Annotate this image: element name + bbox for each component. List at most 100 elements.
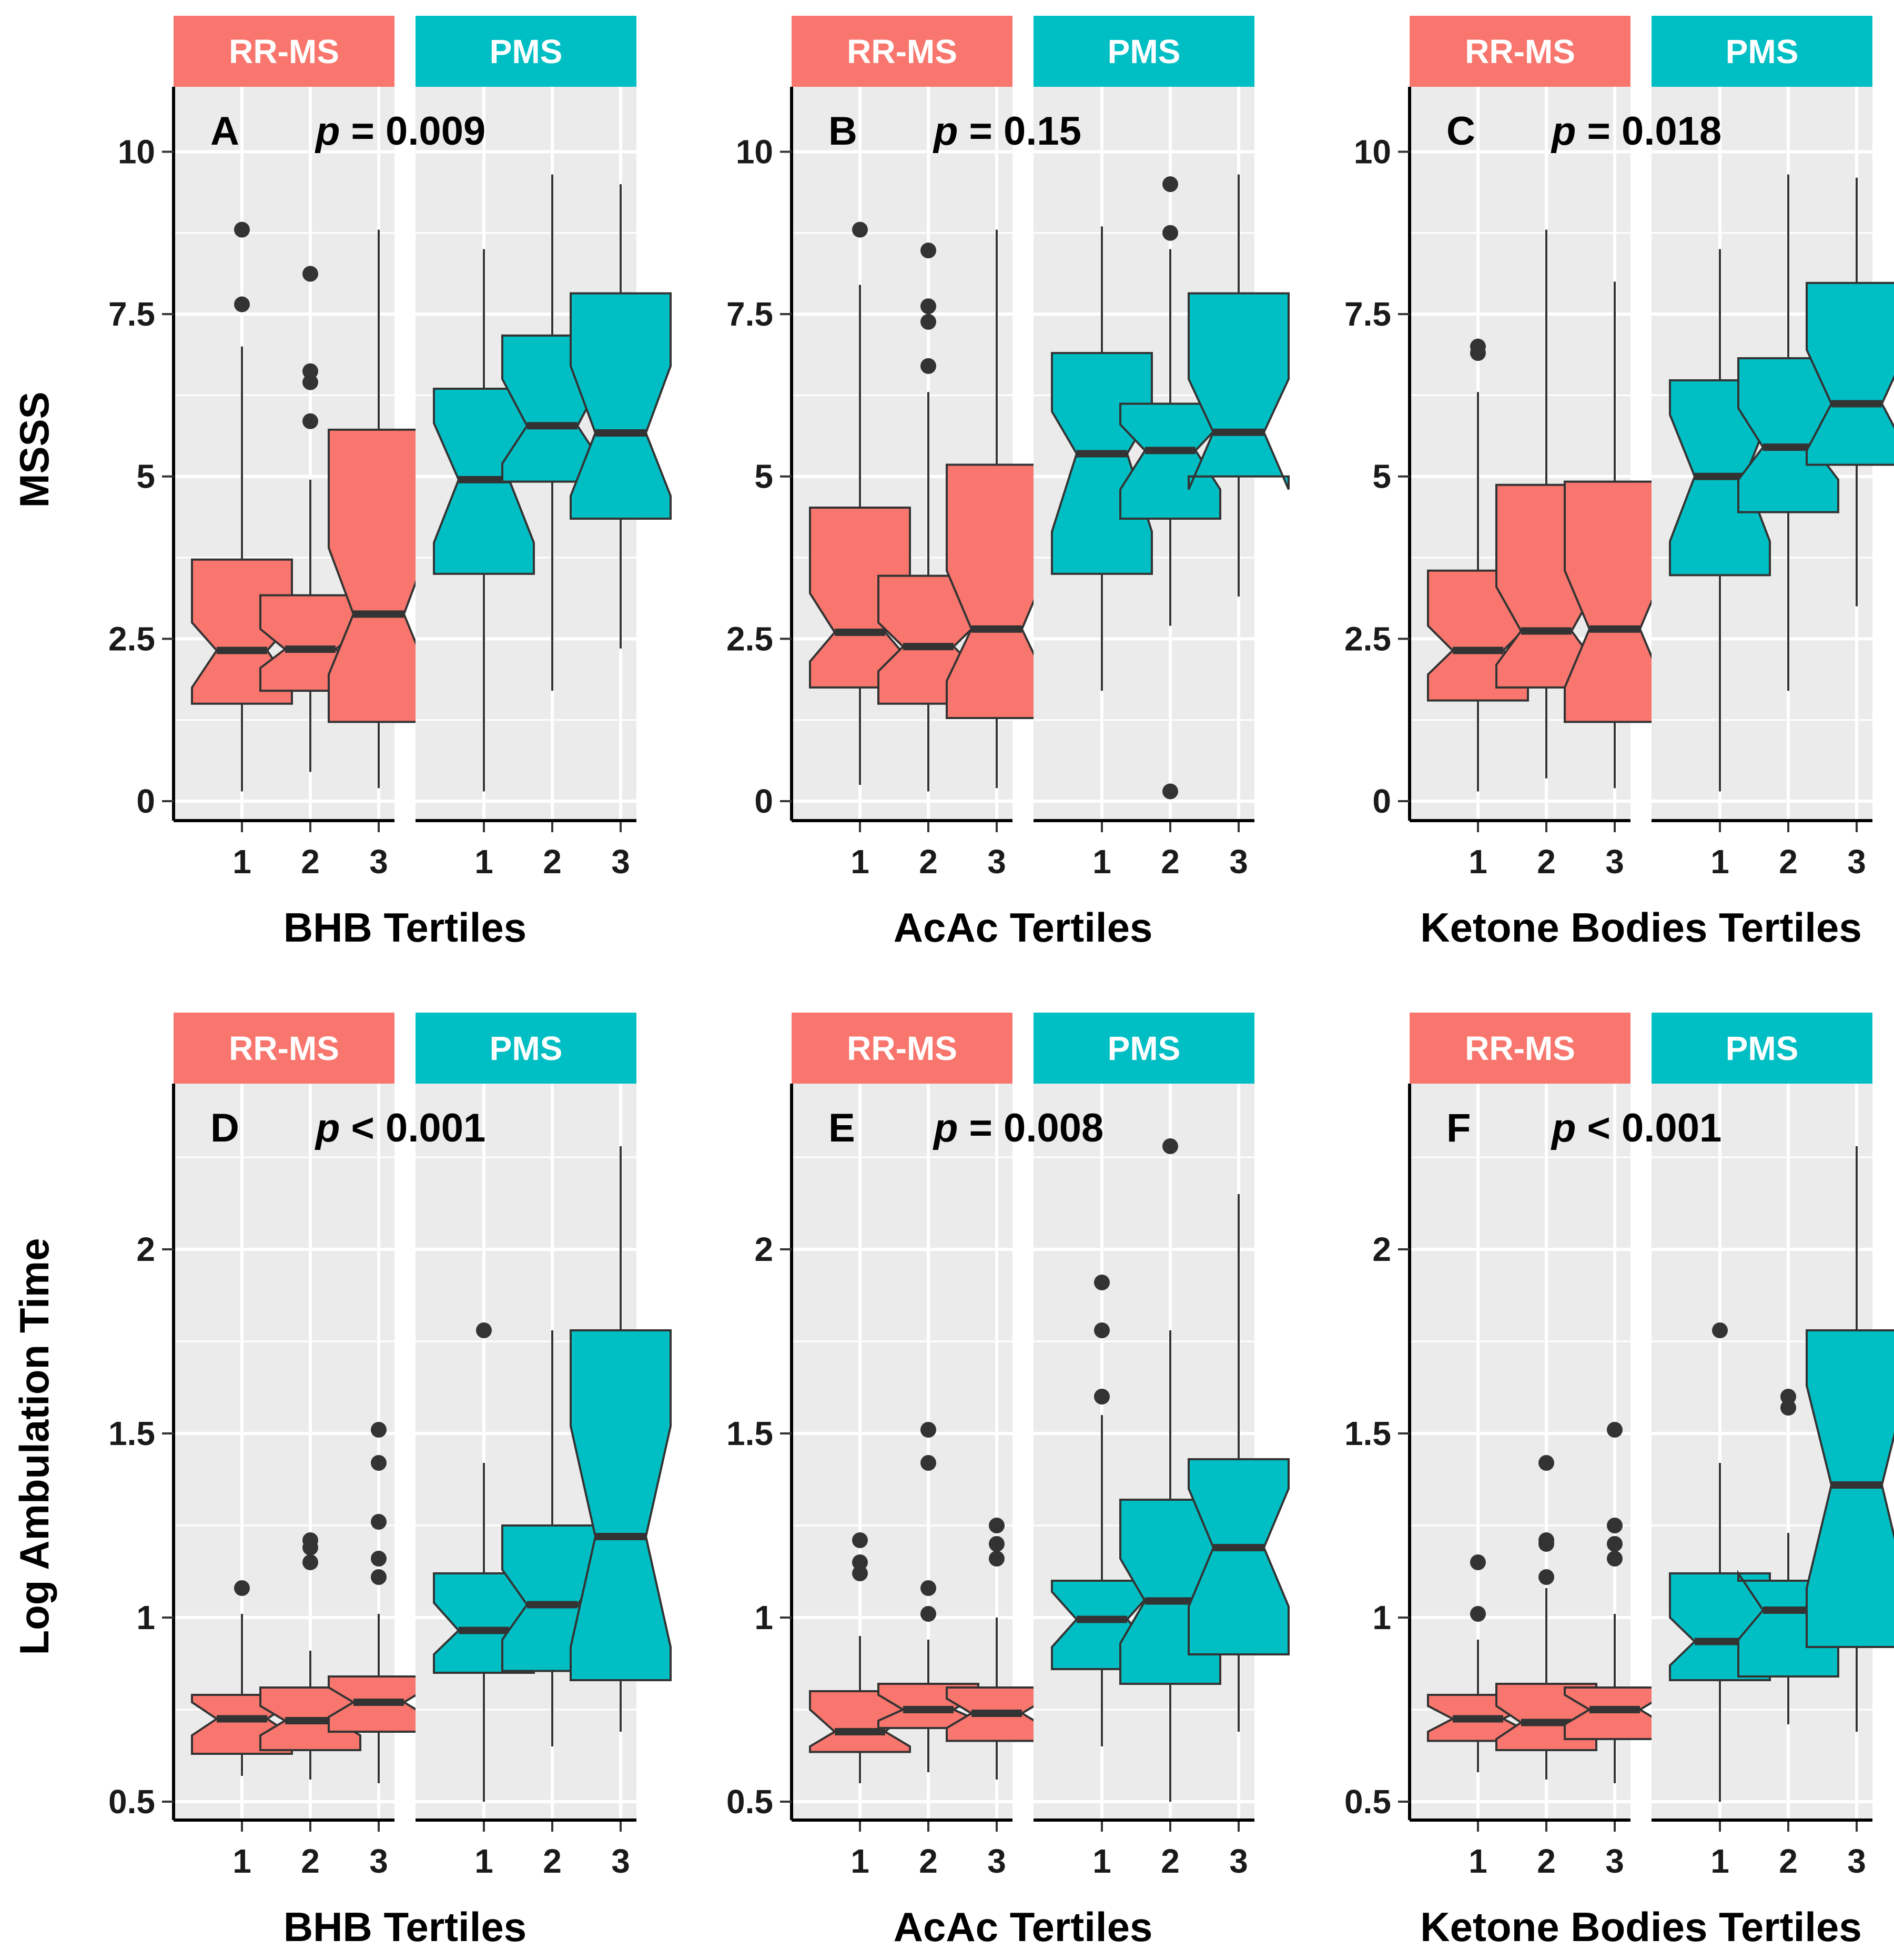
box-pms-3 — [1806, 177, 1894, 607]
outlier-point — [920, 314, 936, 330]
panel-letter: F — [1446, 1106, 1471, 1150]
outlier-point — [302, 374, 318, 390]
strip-label-rr-ms: RR-MS — [1465, 33, 1575, 70]
outlier-point — [1538, 1569, 1554, 1585]
y-tick-label: 2 — [136, 1230, 155, 1268]
y-tick-label: 7.5 — [1344, 295, 1391, 333]
box-rr-ms-3 — [946, 1518, 1048, 1780]
outlier-point — [1607, 1551, 1623, 1567]
x-tick-label: 2 — [1537, 843, 1556, 881]
box-rr-ms-1 — [809, 221, 911, 785]
panel-letter: C — [1446, 109, 1475, 154]
outlier-point — [1712, 1322, 1728, 1338]
p-value: p < 0.001 — [1551, 1106, 1721, 1150]
outlier-point — [1607, 1422, 1623, 1438]
outlier-point — [1162, 176, 1178, 193]
x-tick-label: 1 — [850, 843, 869, 881]
outlier-point — [1162, 1138, 1178, 1154]
strip-label-pms: PMS — [1108, 33, 1181, 70]
y-tick-label: 0.5 — [108, 1783, 155, 1821]
y-tick-label: 2.5 — [726, 620, 773, 658]
outlier-point — [1470, 1554, 1486, 1570]
strip-rr-ms — [174, 16, 394, 87]
outlier-point — [234, 221, 250, 238]
box-pms-1 — [433, 249, 535, 792]
outlier-point — [920, 298, 936, 315]
p-value-text: < 0.001 — [1576, 1106, 1721, 1150]
outlier-point — [1094, 1322, 1110, 1338]
box-rr-ms-2 — [259, 1532, 361, 1780]
facet-bg-pms — [1034, 1084, 1254, 1820]
outlier-point — [920, 243, 936, 259]
box-pms-2 — [1737, 174, 1839, 691]
y-tick-label: 7.5 — [726, 295, 773, 333]
p-value: p = 0.15 — [933, 109, 1081, 154]
x-tick-label: 3 — [369, 1842, 388, 1880]
y-tick-label: 1 — [136, 1599, 155, 1636]
strip-label-rr-ms: RR-MS — [847, 1029, 957, 1067]
strip-label-pms: PMS — [1108, 1029, 1181, 1067]
y-tick-label: 2.5 — [1344, 620, 1391, 658]
x-axis-title: AcAc Tertiles — [894, 1904, 1153, 1950]
x-tick-label: 1 — [232, 1842, 251, 1880]
x-tick-label: 3 — [1605, 843, 1624, 881]
outlier-point — [302, 1554, 318, 1570]
x-tick-label: 3 — [987, 843, 1006, 881]
x-tick-label: 3 — [1847, 843, 1866, 881]
p-symbol: p — [1551, 1106, 1576, 1150]
x-tick-label: 1 — [1710, 1842, 1729, 1880]
outlier-point — [1607, 1536, 1623, 1552]
x-tick-label: 1 — [850, 1842, 869, 1880]
p-value: p = 0.009 — [315, 109, 485, 154]
y-tick-label: 1.5 — [108, 1415, 155, 1452]
outlier-point — [1094, 1389, 1110, 1405]
box-rr-ms-3 — [1564, 281, 1666, 789]
x-tick-label: 3 — [1605, 1842, 1624, 1880]
outlier-point — [1094, 1275, 1110, 1290]
p-symbol: p — [933, 109, 958, 154]
x-tick-label: 3 — [611, 843, 630, 881]
box-pms-2 — [1119, 176, 1221, 800]
outlier-point — [371, 1455, 387, 1471]
notched-box — [946, 463, 1048, 719]
y-tick-label: 1 — [754, 1599, 773, 1636]
notched-box — [1188, 1458, 1290, 1655]
notched-box — [570, 1329, 672, 1681]
x-tick-label: 1 — [1092, 843, 1111, 881]
x-tick-label: 2 — [1779, 1842, 1798, 1880]
y-tick-label: 0 — [754, 782, 773, 820]
x-axis-title: Ketone Bodies Tertiles — [1420, 1904, 1861, 1950]
y-tick-label: 1 — [1372, 1599, 1391, 1636]
strip-rr-ms — [792, 16, 1012, 87]
box-pms-3 — [570, 1146, 672, 1732]
y-tick-label: 1.5 — [1344, 1415, 1391, 1452]
outlier-point — [852, 1554, 868, 1570]
y-tick-label: 1.5 — [726, 1415, 773, 1452]
outlier-point — [1470, 1606, 1486, 1622]
outlier-point — [920, 1422, 936, 1438]
p-symbol: p — [315, 109, 340, 154]
strip-pms — [1652, 16, 1872, 87]
x-tick-label: 3 — [1229, 843, 1248, 881]
strip-rr-ms — [1410, 16, 1630, 87]
x-tick-label: 3 — [369, 843, 388, 881]
panel-e: RR-MS 1 2 3 PMS 1 2 3 0.5 1 1.5 2 E p = 0.008 AcAc Ter… — [726, 1013, 1290, 1950]
y-tick-label: 10 — [118, 133, 155, 170]
notched-box — [1564, 480, 1666, 723]
p-symbol: p — [933, 1106, 958, 1150]
x-tick-label: 1 — [474, 843, 493, 881]
y-tick-label: 10 — [736, 133, 773, 170]
p-symbol: p — [1551, 109, 1576, 154]
strip-pms — [1034, 1013, 1254, 1084]
y-tick-label: 0.5 — [1344, 1783, 1391, 1821]
p-symbol: p — [315, 1106, 340, 1150]
outlier-point — [371, 1551, 387, 1567]
outlier-point — [1607, 1518, 1623, 1533]
outlier-point — [1538, 1532, 1554, 1548]
box-rr-ms-3 — [1564, 1422, 1666, 1783]
strip-label-rr-ms: RR-MS — [1465, 1029, 1575, 1067]
x-tick-label: 1 — [1092, 1842, 1111, 1880]
strip-label-rr-ms: RR-MS — [229, 1029, 339, 1067]
